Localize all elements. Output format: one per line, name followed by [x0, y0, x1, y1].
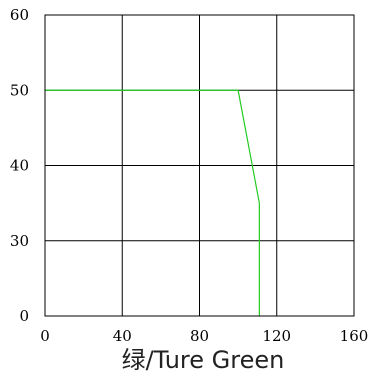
y-tick-label: 60 — [10, 6, 29, 24]
x-tick-label: 0 — [40, 327, 50, 345]
y-axis-tick-labels: 0 30 40 50 60 — [10, 6, 29, 325]
x-tick-label: 80 — [190, 327, 209, 345]
y-tick-label: 0 — [19, 307, 29, 325]
x-tick-label: 160 — [340, 327, 369, 345]
y-tick-label: 30 — [10, 232, 29, 250]
y-tick-label: 40 — [10, 157, 29, 175]
chart-title: 绿/Ture Green — [122, 346, 285, 374]
y-tick-label: 50 — [10, 81, 29, 99]
plot-frame — [44, 14, 355, 317]
x-tick-label: 40 — [113, 327, 132, 345]
x-tick-label: 120 — [262, 327, 291, 345]
series-layer — [45, 89, 260, 316]
grid-lines — [45, 15, 354, 316]
x-axis-tick-labels: 0 40 80 120 160 — [40, 327, 368, 345]
series-line — [45, 89, 260, 316]
